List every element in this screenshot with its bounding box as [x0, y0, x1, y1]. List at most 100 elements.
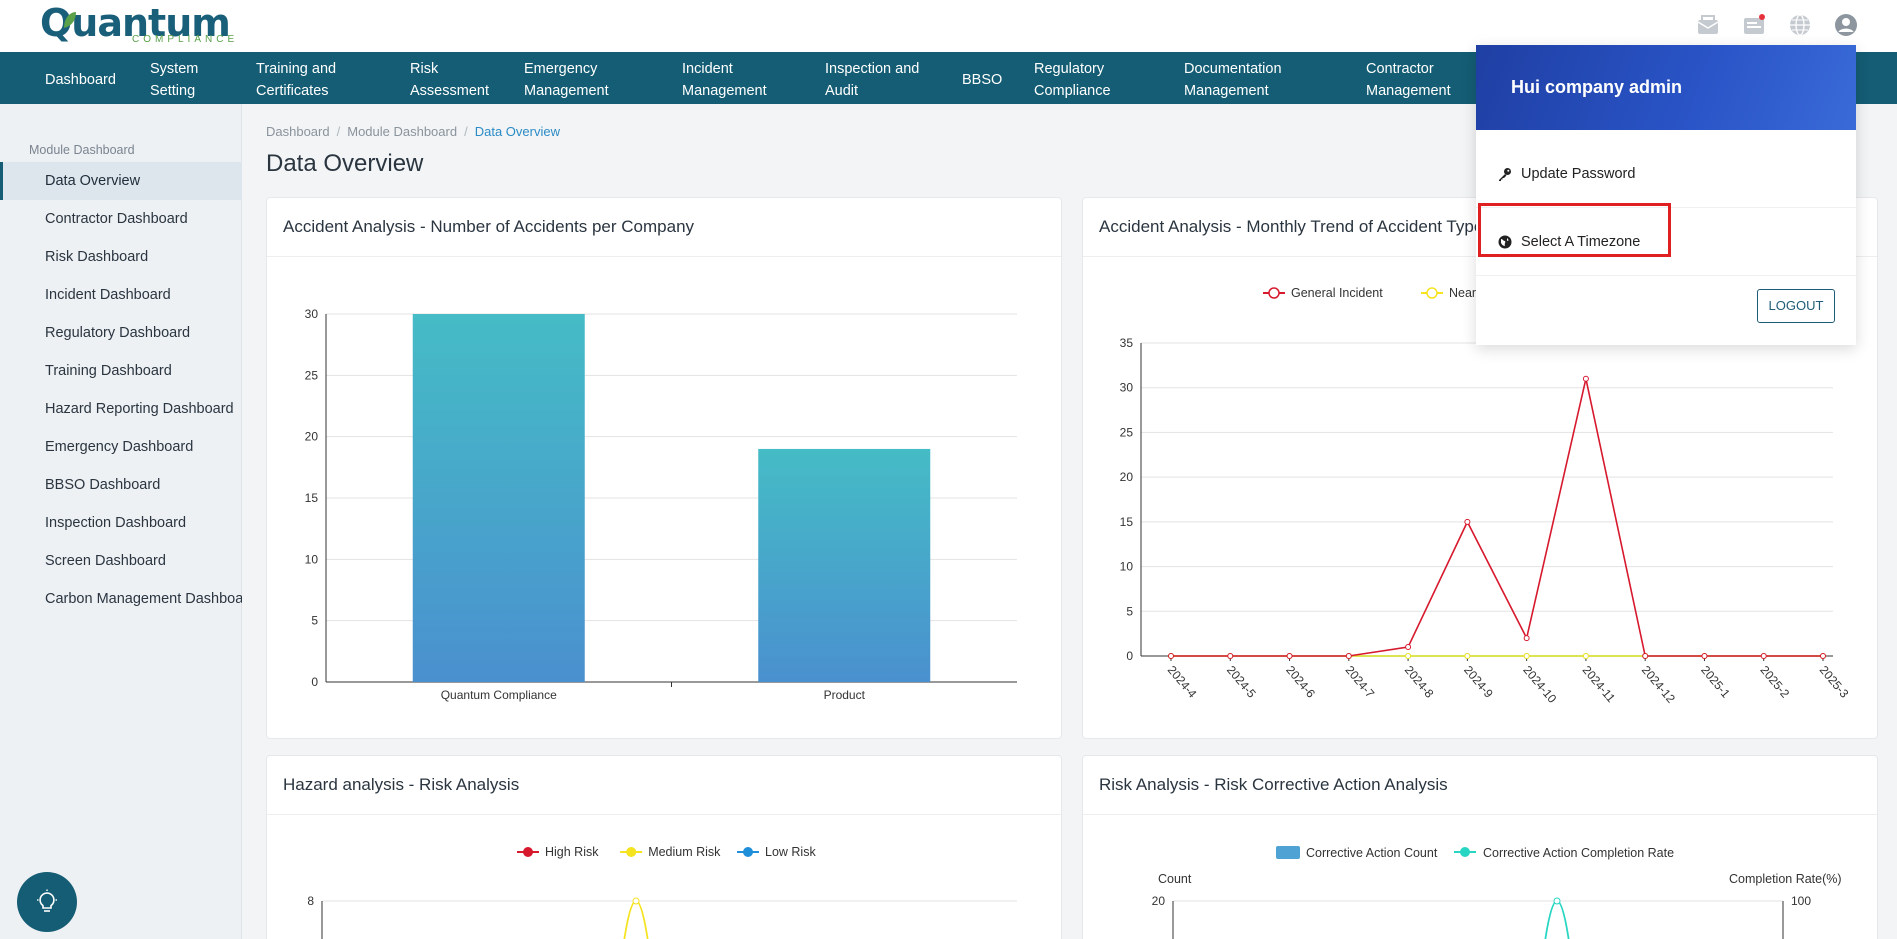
legend-label: Corrective Action Completion Rate — [1483, 846, 1674, 860]
top-header: Quantum COMPLIANCE — [0, 0, 1897, 52]
nav-item[interactable]: Training and Certificates — [256, 52, 410, 104]
legend-label: General Incident — [1291, 286, 1383, 300]
notification-badge — [1759, 14, 1765, 20]
nav-item-label-line2: Assessment — [410, 83, 489, 99]
y-tick-label: 20 — [305, 430, 319, 444]
user-menu-dropdown: Hui company admin Update Password Select… — [1476, 45, 1856, 345]
sidebar-item[interactable]: Data Overview — [0, 162, 242, 200]
user-name: Hui company admin — [1511, 77, 1683, 97]
y-tick-label: 30 — [305, 307, 319, 321]
nav-item[interactable]: Regulatory Compliance — [1034, 52, 1184, 104]
x-tick-label: 2024-12 — [1639, 663, 1678, 706]
x-tick-label: Product — [824, 688, 866, 702]
y-tick-label: 20 — [1120, 470, 1134, 484]
nav-item-label: Inspection and — [825, 61, 920, 77]
nav-item-label-line2: Management — [1184, 83, 1269, 99]
x-tick-label: 2024-9 — [1461, 663, 1496, 701]
series-line — [1544, 900, 1570, 939]
tips-button[interactable] — [17, 872, 77, 932]
nav-item-label: BBSO — [962, 72, 1003, 88]
sidebar-item[interactable]: BBSO Dashboard — [45, 477, 161, 493]
nav-item[interactable]: Risk Assessment — [410, 52, 524, 104]
hazard-risk-chart: High Risk Medium Risk Low Risk 8 — [307, 845, 1017, 939]
nav-item[interactable]: Incident Management — [682, 52, 825, 104]
x-tick-label: 2024-7 — [1343, 663, 1378, 701]
key-icon — [1497, 166, 1513, 182]
legend-label: Corrective Action Count — [1306, 846, 1438, 860]
logout-button[interactable]: LOGOUT — [1757, 289, 1835, 323]
breadcrumb-dashboard[interactable]: Dashboard — [266, 124, 330, 139]
y-tick-label: 15 — [305, 491, 319, 505]
data-point — [1464, 518, 1471, 525]
page-title: Data Overview — [266, 150, 424, 177]
sidebar-item[interactable]: Inspection Dashboard — [45, 515, 187, 531]
nav-item[interactable]: System Setting — [150, 52, 256, 104]
globe-icon[interactable] — [1787, 12, 1813, 38]
data-point — [1582, 653, 1589, 659]
breadcrumb-current: Data Overview — [474, 124, 560, 139]
update-password-item[interactable]: Update Password — [1476, 140, 1856, 208]
sidebar-item[interactable]: Training Dashboard — [45, 363, 172, 379]
y-axis-label-left: Count — [1158, 872, 1192, 886]
bar — [412, 314, 585, 682]
leaf-icon — [64, 12, 76, 28]
data-point — [1820, 653, 1826, 659]
x-tick-label: 2024-10 — [1520, 663, 1559, 706]
sidebar-item[interactable]: Hazard Reporting Dashboard — [45, 401, 234, 417]
sidebar-item[interactable]: Contractor Dashboard — [45, 211, 188, 227]
nav-item[interactable]: BBSO — [962, 52, 1034, 104]
legend-marker — [1268, 287, 1280, 299]
monthly-accident-trend-chart: General Incident Near Mis0510152025303520… — [1120, 286, 1852, 706]
nav-item-label: Training and — [256, 61, 337, 77]
y-tick-label: 25 — [305, 368, 319, 382]
nav-item[interactable]: Contractor Management — [1366, 52, 1496, 104]
select-timezone-item[interactable]: Select A Timezone — [1476, 208, 1856, 276]
card-title: Hazard analysis - Risk Analysis — [283, 775, 520, 794]
sidebar-item[interactable]: Incident Dashboard — [45, 287, 171, 303]
legend-label: Low Risk — [765, 845, 816, 859]
nav-item-label: Dashboard — [45, 72, 116, 88]
notification-icon[interactable] — [1741, 12, 1767, 38]
data-point — [632, 897, 640, 905]
y-tick-label: 100 — [1791, 894, 1811, 908]
y-tick-label: 20 — [1152, 894, 1166, 908]
sidebar-item[interactable]: Regulatory Dashboard — [45, 325, 191, 341]
sidebar-item[interactable]: Carbon Management Dashboard — [45, 591, 242, 607]
data-point — [1405, 644, 1412, 651]
nav-item-label-line2: Management — [682, 83, 767, 99]
data-point — [1760, 653, 1767, 659]
y-tick-label: 35 — [1120, 336, 1134, 350]
x-tick-label: Quantum Compliance — [441, 688, 557, 702]
data-point — [1227, 653, 1234, 659]
nav-item-label-line2: Certificates — [256, 83, 329, 99]
nav-item[interactable]: Documentation Management — [1184, 52, 1366, 104]
mail-icon[interactable] — [1695, 12, 1721, 38]
quantum-logo[interactable]: Quantum COMPLIANCE — [40, 2, 234, 48]
card-title: Risk Analysis - Risk Corrective Action A… — [1099, 775, 1448, 794]
legend-marker — [743, 847, 753, 857]
data-point — [1523, 635, 1530, 642]
data-point — [1642, 653, 1649, 659]
legend-marker — [626, 847, 637, 857]
data-point — [1464, 653, 1471, 659]
user-icon[interactable] — [1833, 12, 1859, 38]
sidebar-item[interactable]: Screen Dashboard — [45, 553, 166, 569]
breadcrumb-module-dashboard[interactable]: Module Dashboard — [347, 124, 458, 139]
legend-label: Medium Risk — [648, 845, 721, 859]
sidebar-item[interactable]: Risk Dashboard — [45, 249, 149, 265]
nav-item-label-line2: Audit — [825, 83, 859, 99]
corrective-action-chart: Corrective Action Count Corrective Action… — [1152, 846, 1842, 939]
sidebar-item[interactable]: Emergency Dashboard — [45, 439, 194, 455]
y-tick-label: 0 — [1126, 649, 1133, 663]
card-title: Accident Analysis - Monthly Trend of Acc… — [1099, 217, 1492, 236]
nav-item[interactable]: Dashboard — [0, 52, 150, 104]
data-point — [1701, 653, 1708, 659]
x-tick-label: 2024-5 — [1224, 663, 1259, 701]
nav-item[interactable]: Emergency Management — [524, 52, 682, 104]
nav-item[interactable]: Inspection and Audit — [825, 52, 962, 104]
accidents-per-company-chart: 0 5 10 15 20 25 30 Quantum Compliance Product — [305, 307, 1017, 702]
data-point — [1286, 653, 1293, 659]
y-tick-label: 5 — [1126, 604, 1133, 618]
y-tick-label: 5 — [311, 614, 318, 628]
y-axis-label-right: Completion Rate(%) — [1729, 872, 1842, 886]
